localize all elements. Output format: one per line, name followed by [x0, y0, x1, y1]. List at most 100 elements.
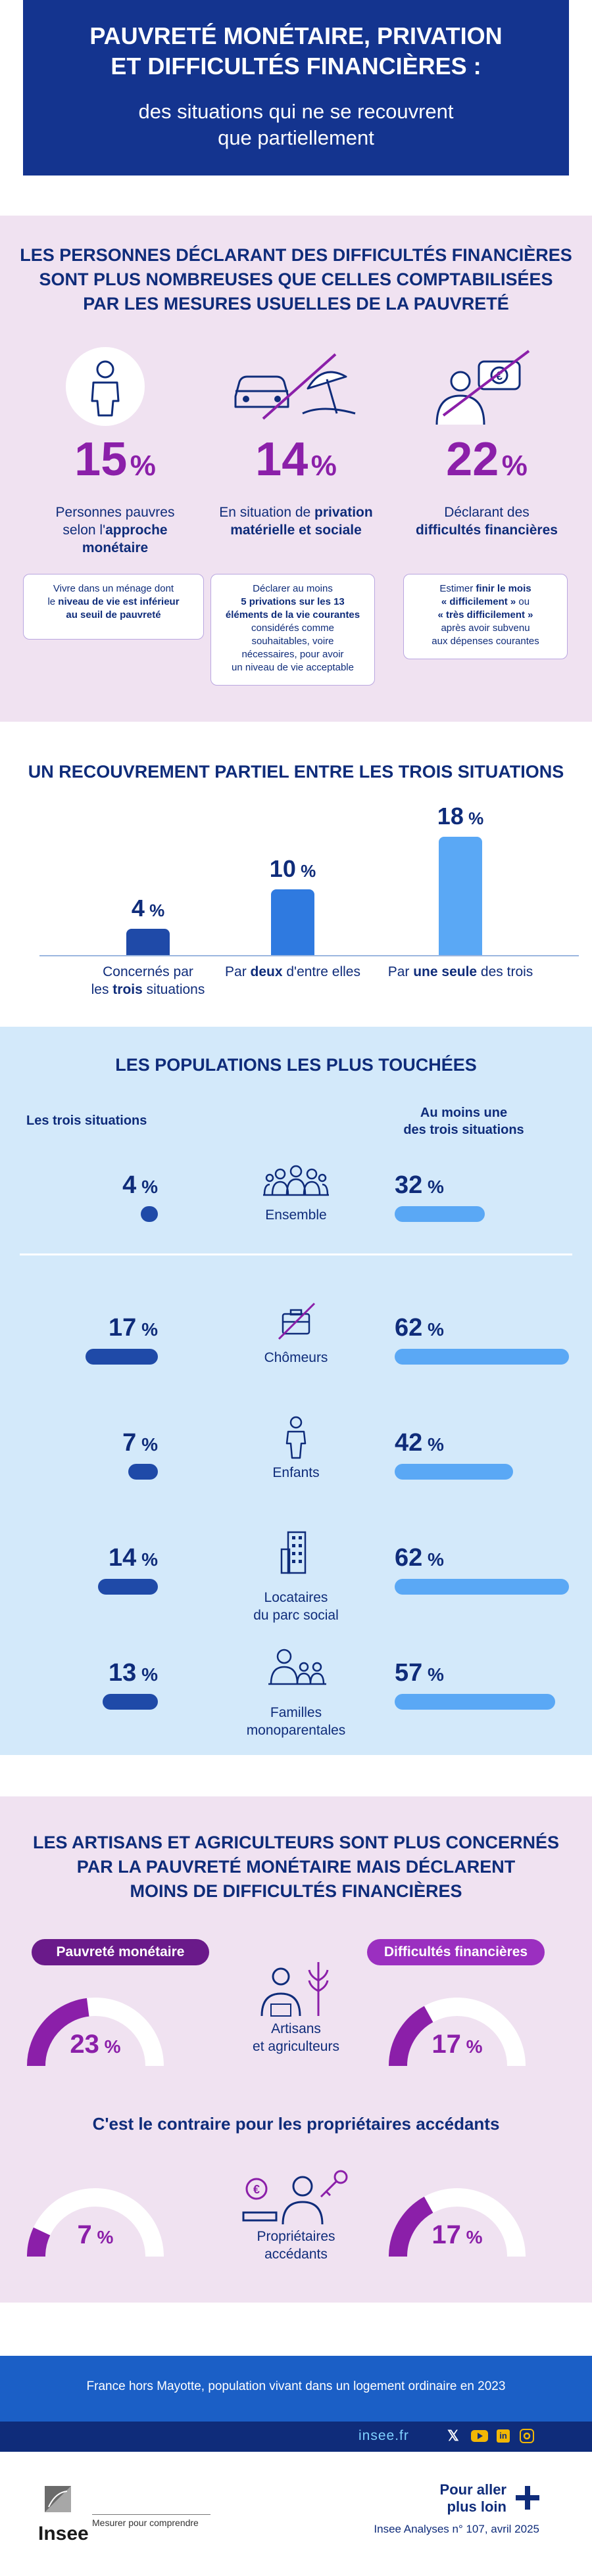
right-value: 32 %: [395, 1171, 487, 1200]
label-line: monoparentales: [246, 1723, 346, 1738]
right-bar: [395, 1349, 569, 1365]
populations-chart: 4 % 32 % Ensemble 17 % 62 % Chômeurs 7 % 42 % En…: [0, 1027, 592, 1755]
label-bold: une seule: [413, 964, 478, 979]
section-overlap-chart: UN RECOUVREMENT PARTIEL ENTRE LES TROIS …: [0, 722, 592, 1027]
more-info-link[interactable]: Pour aller plus loin: [421, 2481, 506, 2516]
note-bold: « très difficilement »: [437, 609, 533, 621]
value-number: 17: [432, 2220, 461, 2249]
right-bar: [395, 1579, 569, 1595]
value-number: 32: [395, 1171, 423, 1199]
stat-label-2: En situation de privation matérielle et …: [204, 503, 388, 539]
value-unit: %: [295, 861, 316, 881]
header-line: des trois situations: [403, 1123, 524, 1137]
value-unit: %: [99, 2036, 121, 2057]
label-line: Propriétaires: [257, 2229, 335, 2244]
value-number: 7: [122, 1429, 137, 1457]
definition-note-1: Vivre dans un ménage dont le niveau de v…: [23, 574, 204, 640]
note-line: Déclarer au moins: [253, 583, 333, 594]
note-line: nécessaires, pour avoir: [241, 649, 344, 660]
instagram-icon[interactable]: [520, 2429, 534, 2443]
linkedin-icon[interactable]: in: [497, 2429, 510, 2443]
label-line: et agriculteurs: [253, 2039, 339, 2054]
label-line: selon l': [62, 523, 106, 538]
bar-category-label: Par deux d'entre elles: [214, 963, 372, 981]
value-number: 4: [122, 1171, 137, 1199]
website-link[interactable]: insee.fr: [358, 2428, 409, 2443]
value-number: 62: [395, 1544, 423, 1572]
section3-title: LES POPULATIONS LES PLUS TOUCHÉES: [115, 1055, 477, 1075]
note-line: un niveau de vie acceptable: [232, 662, 354, 673]
gauge-value: 17 %: [418, 2220, 497, 2250]
value-number: 62: [395, 1314, 423, 1342]
group1-label: Artisans et agriculteurs: [217, 2020, 375, 2055]
page-subtitle: des situations qui ne se recouvrent que …: [23, 99, 569, 151]
left-bar: [102, 1694, 158, 1710]
note-bold: au seuil de pauvreté: [66, 609, 161, 621]
left-bar: [141, 1206, 158, 1222]
stat-value-2: 14 %: [255, 433, 337, 486]
value-number: 57: [395, 1659, 423, 1687]
value-unit: %: [422, 1177, 444, 1197]
row-label: Chômeurs: [217, 1349, 375, 1367]
bar: [271, 889, 314, 955]
bar-category-label: Par une seule des trois: [382, 963, 539, 981]
bar-value-label: 10 %: [240, 855, 345, 883]
left-value: 17 %: [92, 1314, 158, 1342]
section-occupations: LES ARTISANS ET AGRICULTEURS SONT PLUS C…: [0, 1796, 592, 2303]
publication-reference: Insee Analyses n° 107, avril 2025: [374, 2523, 539, 2535]
value-unit: %: [463, 808, 484, 828]
label-line: du parc social: [253, 1608, 339, 1623]
label-part: d'entre elles: [282, 964, 360, 979]
section4-subtitle: C'est le contraire pour les propriétaire…: [92, 2114, 500, 2134]
note-bold: éléments de la vie courantes: [225, 609, 360, 621]
left-bar: [128, 1464, 158, 1480]
label-part: des trois: [477, 964, 533, 979]
page-title: PAUVRETÉ MONÉTAIRE, PRIVATION ET DIFFICU…: [23, 21, 569, 82]
value-unit: %: [460, 2036, 483, 2057]
svg-text:€: €: [253, 2183, 260, 2196]
group-icon: [263, 1157, 329, 1203]
note-line: Estimer: [439, 583, 476, 594]
label-bold: difficultés financières: [416, 523, 558, 538]
section4-title: LES ARTISANS ET AGRICULTEURS SONT PLUS C…: [0, 1831, 592, 1904]
gauge-value: 17 %: [418, 2030, 497, 2059]
x-icon[interactable]: 𝕏: [447, 2427, 459, 2444]
gauge-value: 7 %: [56, 2220, 135, 2250]
subtitle-line: des situations qui ne se recouvrent: [138, 100, 454, 123]
insee-logo-icon: [38, 2485, 92, 2539]
right-value: 62 %: [395, 1544, 487, 1572]
title-line: LES PERSONNES DÉCLARANT DES DIFFICULTÉS …: [20, 245, 572, 265]
label-bold: privation: [314, 505, 373, 520]
value-unit: %: [136, 1434, 158, 1455]
value-unit: %: [422, 1434, 444, 1455]
section-poverty-measures: LES PERSONNES DÉCLARANT DES DIFFICULTÉS …: [0, 216, 592, 722]
label-bold: matérielle et sociale: [230, 523, 362, 538]
insee-tagline: Mesurer pour comprendre: [92, 2514, 210, 2528]
header-line: Au moins une: [420, 1106, 508, 1120]
more-line: Pour aller: [439, 2481, 506, 2498]
label-part: Par: [225, 964, 251, 979]
label-line: Enfants: [272, 1465, 320, 1480]
youtube-icon[interactable]: [471, 2430, 488, 2442]
note-line: souhaitables, voire: [251, 636, 334, 647]
note-line: considérés comme: [251, 622, 334, 634]
value-number: 10: [269, 855, 296, 882]
left-value: 7 %: [92, 1429, 158, 1457]
footer-scope-banner: France hors Mayotte, population vivant d…: [0, 2356, 592, 2422]
label-line: Artisans: [271, 2021, 321, 2036]
label-line: Ensemble: [265, 1207, 327, 1223]
overlap-bar-chart: 4 % Concernés par les trois situations 10 %…: [0, 722, 592, 1027]
stat-value-1: 15 %: [74, 433, 156, 486]
gauge-track: [27, 2188, 164, 2257]
label-line: Familles: [270, 1705, 322, 1720]
value-number: 13: [109, 1659, 137, 1687]
right-value: 42 %: [395, 1429, 487, 1457]
title-line: SONT PLUS NOMBREUSES QUE CELLES COMPTABI…: [39, 269, 553, 289]
note-line: aux dépenses courantes: [432, 636, 539, 647]
left-bar: [98, 1579, 158, 1595]
value-number: 17: [109, 1314, 137, 1342]
plus-icon[interactable]: [514, 2485, 541, 2511]
label-part: Par: [387, 964, 414, 979]
definition-note-2: Déclarer au moins 5 privations sur les 1…: [210, 574, 375, 686]
gauge-fill: [27, 1998, 89, 2067]
